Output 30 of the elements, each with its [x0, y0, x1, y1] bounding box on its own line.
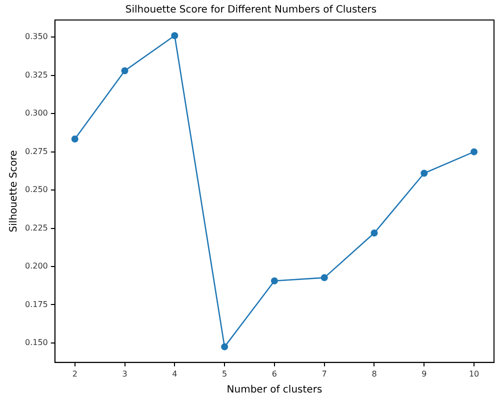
- chart-title: Silhouette Score for Different Numbers of Clusters: [125, 4, 377, 16]
- point: [270, 277, 278, 284]
- y-tick-label: 0.175: [24, 300, 48, 309]
- point: [320, 274, 328, 282]
- y-axis-title: Silhouette Score: [8, 150, 20, 232]
- y-tick-label: 0.350: [24, 32, 48, 42]
- point: [121, 67, 128, 74]
- y-tick-label: 0.275: [24, 146, 48, 156]
- y-tick-label: 0.150: [24, 338, 48, 348]
- point: [420, 170, 428, 177]
- point: [221, 343, 228, 350]
- y-tick-label: 0.225: [24, 223, 48, 232]
- point: [171, 32, 178, 40]
- y-tick-label: 0.250: [24, 185, 48, 194]
- x-tick-label: 6: [272, 369, 277, 378]
- y-tick-label: 0.300: [24, 108, 48, 118]
- y-tick-label: 0.325: [24, 70, 48, 80]
- x-tick-label: 2: [72, 369, 78, 378]
- x-tick-label: 8: [372, 369, 377, 378]
- x-tick-label: 3: [122, 369, 128, 378]
- x-tick-label: 5: [222, 369, 228, 378]
- x-tick-label: 4: [172, 369, 178, 378]
- y-tick-label: 0.200: [24, 262, 48, 271]
- x-tick-label: 9: [422, 369, 427, 378]
- x-tick-label: 7: [322, 369, 327, 378]
- point: [470, 148, 478, 156]
- point: [370, 230, 378, 237]
- x-tick-label: 10: [468, 369, 480, 378]
- x-axis-title: Number of clusters: [226, 384, 322, 396]
- point: [71, 135, 78, 142]
